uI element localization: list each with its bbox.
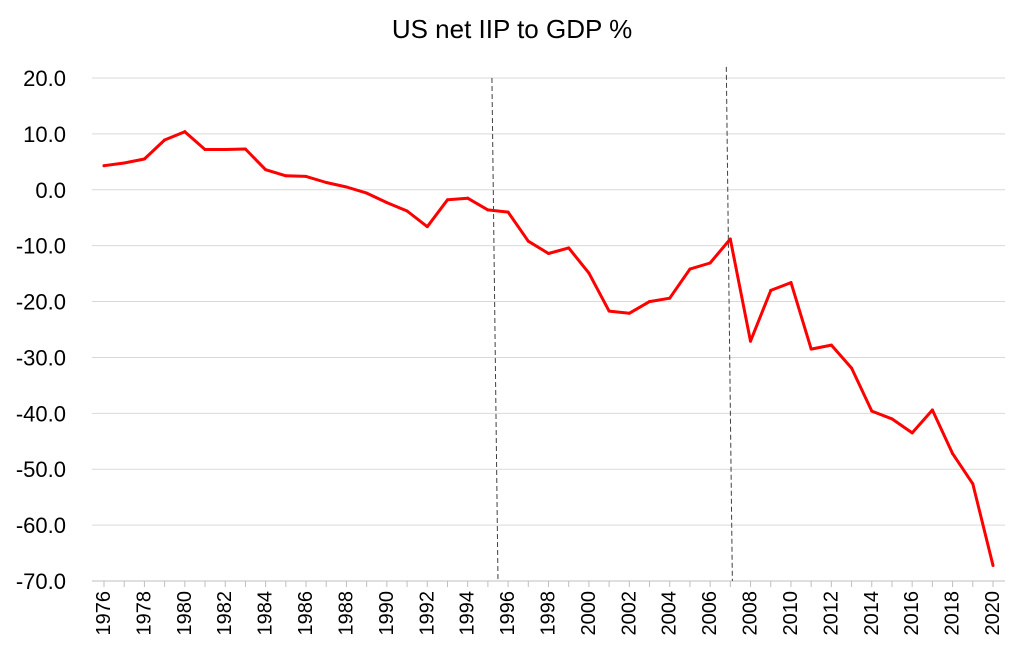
data-point: [728, 237, 732, 241]
data-point: [809, 347, 813, 351]
data-point: [223, 148, 227, 152]
x-tick-label: 2002: [618, 591, 640, 636]
y-tick-label: 10.0: [23, 122, 66, 147]
data-point: [567, 246, 571, 250]
x-tick-label: 1980: [174, 591, 196, 636]
data-point: [203, 148, 207, 152]
reference-lines: [491, 66, 733, 582]
x-tick-label: 1976: [93, 591, 115, 636]
x-tick-label: 1992: [416, 591, 438, 636]
x-tick-label: 2004: [659, 591, 681, 636]
chart-title: US net IIP to GDP %: [391, 14, 633, 44]
y-tick-label: 0.0: [35, 178, 66, 203]
data-point: [405, 209, 409, 213]
reference-line: [725, 66, 733, 582]
y-tick-label: -50.0: [16, 457, 66, 482]
data-point: [870, 409, 874, 413]
data-point: [284, 174, 288, 178]
x-tick-label: 2016: [901, 591, 923, 636]
x-tick-label: 1986: [295, 591, 317, 636]
data-point: [850, 366, 854, 370]
data-point: [951, 452, 955, 456]
data-point: [688, 267, 692, 271]
x-tick-label: 1988: [335, 591, 357, 636]
data-point: [102, 164, 106, 168]
data-point: [890, 417, 894, 421]
y-tick-label: -40.0: [16, 401, 66, 426]
data-point: [122, 161, 126, 165]
x-tick-label: 1990: [376, 591, 398, 636]
y-tick-label: -20.0: [16, 290, 66, 315]
x-tick-label: 1996: [497, 591, 519, 636]
data-point: [344, 185, 348, 189]
y-tick-label: -30.0: [16, 345, 66, 370]
data-point: [749, 339, 753, 343]
data-point: [648, 300, 652, 304]
x-tick-label: 2018: [942, 591, 964, 636]
data-point: [486, 208, 490, 212]
data-point: [910, 431, 914, 435]
data-point: [264, 168, 268, 172]
x-tick-label: 2000: [578, 591, 600, 636]
x-tick-label: 2010: [780, 591, 802, 636]
data-point: [708, 261, 712, 265]
data-point: [163, 138, 167, 142]
x-tick-label: 1998: [538, 591, 560, 636]
data-point: [668, 296, 672, 300]
data-point: [991, 563, 995, 567]
x-tick-label: 1982: [214, 591, 236, 636]
data-point: [607, 309, 611, 313]
data-point: [445, 198, 449, 202]
data-point: [526, 239, 530, 243]
data-point: [466, 196, 470, 200]
data-point: [547, 251, 550, 255]
x-tick-label: 2014: [861, 591, 883, 636]
x-axis-tick-marks: [103, 581, 994, 587]
data-point: [930, 408, 934, 412]
x-tick-label: 1984: [255, 591, 277, 636]
data-point: [627, 311, 631, 315]
data-point: [243, 147, 247, 151]
y-axis-ticks: 20.0 10.0 0.0 -10.0 -20.0 -30.0 -40.0 -50.0 -60.…: [16, 66, 66, 594]
data-point: [587, 271, 591, 275]
y-tick-label: -60.0: [16, 513, 66, 538]
y-tick-label: 20.0: [23, 66, 66, 91]
series-line: [102, 130, 995, 567]
data-point: [385, 201, 389, 205]
x-tick-label: 1994: [457, 591, 479, 636]
data-point: [971, 482, 975, 486]
x-tick-label: 2006: [699, 591, 721, 636]
data-point: [304, 174, 308, 178]
data-point: [142, 157, 146, 161]
reference-line: [491, 77, 499, 582]
data-point: [506, 210, 510, 214]
data-point: [425, 225, 429, 229]
data-point: [789, 281, 793, 285]
data-point: [183, 130, 187, 134]
y-tick-label: -70.0: [16, 569, 66, 594]
data-point: [365, 191, 369, 195]
data-point: [829, 343, 833, 347]
series-group: [102, 130, 995, 567]
x-tick-label: 2012: [820, 591, 842, 636]
y-tick-label: -10.0: [16, 234, 66, 259]
data-point: [769, 288, 773, 292]
x-tick-label: 1978: [133, 591, 155, 636]
gridlines: [92, 77, 1005, 582]
data-point: [324, 181, 328, 185]
x-tick-label: 2008: [740, 591, 762, 636]
x-axis-ticks: 1976 1978 1980 1982 1984 1986 1988 1990 1992 1994…: [93, 591, 1004, 636]
x-tick-label: 2020: [982, 591, 1004, 636]
